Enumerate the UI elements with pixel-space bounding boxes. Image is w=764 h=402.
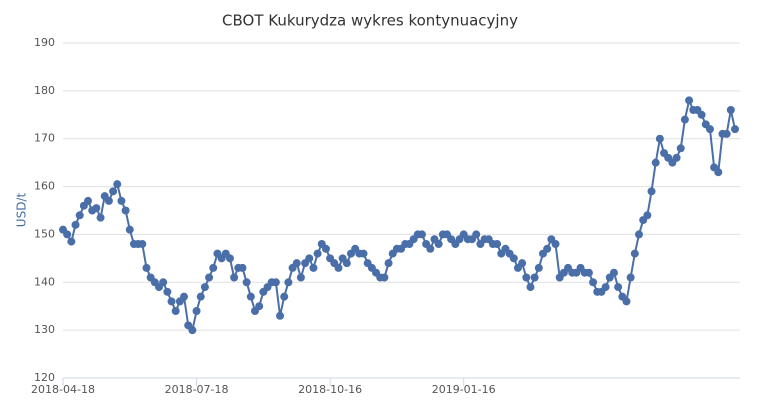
y-tick-label: 140 bbox=[34, 275, 55, 288]
data-point bbox=[731, 125, 739, 134]
data-point bbox=[342, 259, 351, 268]
data-point bbox=[125, 225, 134, 234]
data-point bbox=[714, 168, 723, 177]
data-point bbox=[246, 292, 255, 301]
data-point bbox=[635, 230, 643, 239]
data-point bbox=[230, 273, 239, 282]
data-point bbox=[104, 196, 113, 205]
data-point bbox=[630, 249, 639, 258]
data-point bbox=[493, 240, 502, 248]
y-tick-label: 190 bbox=[34, 36, 55, 49]
data-point bbox=[242, 278, 251, 287]
data-point bbox=[584, 268, 593, 277]
data-point bbox=[601, 283, 610, 292]
data-point bbox=[205, 273, 214, 282]
data-point bbox=[651, 158, 660, 167]
y-tick-label: 170 bbox=[34, 132, 55, 145]
data-point bbox=[417, 230, 426, 239]
data-point bbox=[534, 263, 543, 272]
data-point bbox=[380, 273, 389, 282]
data-point bbox=[509, 254, 518, 263]
data-point bbox=[530, 273, 539, 282]
data-point bbox=[609, 268, 618, 277]
data-point bbox=[167, 297, 176, 306]
data-point bbox=[589, 278, 598, 287]
data-point bbox=[551, 240, 560, 248]
data-point bbox=[655, 134, 664, 143]
data-point bbox=[271, 278, 280, 287]
data-point bbox=[647, 187, 656, 196]
data-point bbox=[697, 110, 706, 119]
data-point bbox=[200, 283, 209, 292]
data-point bbox=[685, 96, 694, 105]
data-point bbox=[313, 249, 322, 258]
data-point bbox=[643, 211, 652, 220]
chart-title: CBOT Kukurydza wykres kontynuacyjny bbox=[222, 12, 518, 30]
data-point bbox=[434, 240, 443, 248]
y-tick-label: 180 bbox=[34, 84, 55, 97]
data-point bbox=[163, 287, 172, 296]
data-point bbox=[472, 230, 481, 239]
x-tick-label: 2018-07-18 bbox=[165, 383, 229, 396]
data-point bbox=[276, 311, 285, 320]
data-point bbox=[522, 273, 531, 282]
y-tick-label: 150 bbox=[34, 227, 55, 240]
data-point bbox=[75, 211, 84, 220]
data-point bbox=[159, 278, 168, 287]
data-point bbox=[526, 283, 535, 292]
data-point bbox=[284, 278, 293, 287]
data-point bbox=[109, 187, 118, 196]
data-point bbox=[309, 263, 318, 272]
x-tick-label: 2018-04-18 bbox=[31, 383, 95, 396]
data-point bbox=[384, 259, 393, 268]
data-point bbox=[113, 180, 122, 189]
data-point bbox=[117, 196, 126, 205]
data-point bbox=[359, 249, 368, 258]
data-point bbox=[255, 302, 264, 311]
data-point bbox=[209, 263, 218, 272]
data-point bbox=[614, 283, 623, 292]
data-point bbox=[63, 230, 72, 239]
data-point bbox=[726, 106, 735, 114]
data-point bbox=[321, 244, 330, 253]
y-tick-label: 160 bbox=[34, 180, 55, 193]
x-tick-label: 2019-01-16 bbox=[432, 383, 496, 396]
data-point bbox=[138, 240, 147, 248]
data-point bbox=[225, 254, 234, 263]
data-point bbox=[305, 254, 314, 263]
data-point bbox=[722, 129, 731, 138]
data-point bbox=[672, 153, 681, 162]
data-point bbox=[238, 263, 247, 272]
x-tick-label: 2018-10-16 bbox=[298, 383, 362, 396]
data-point bbox=[84, 196, 93, 205]
data-point bbox=[92, 204, 101, 213]
data-point bbox=[121, 206, 130, 215]
y-tick-label: 130 bbox=[34, 323, 55, 336]
data-point bbox=[543, 244, 552, 253]
data-point bbox=[67, 237, 76, 246]
data-point bbox=[296, 273, 305, 282]
data-point bbox=[626, 273, 635, 282]
data-point bbox=[71, 220, 80, 229]
data-point bbox=[334, 263, 343, 272]
data-point bbox=[518, 259, 527, 268]
y-axis-label: USD/t bbox=[15, 193, 29, 228]
data-point bbox=[171, 307, 180, 315]
data-point bbox=[280, 292, 289, 301]
data-point bbox=[196, 292, 205, 301]
data-point bbox=[426, 244, 435, 253]
data-point bbox=[180, 292, 189, 301]
data-point bbox=[292, 259, 301, 268]
data-point bbox=[622, 297, 631, 306]
data-point bbox=[188, 326, 197, 335]
data-point bbox=[676, 144, 685, 153]
data-point bbox=[680, 115, 689, 124]
y-tick-label: 120 bbox=[34, 371, 55, 384]
data-line bbox=[62, 97, 736, 333]
data-point bbox=[192, 307, 201, 315]
data-point bbox=[96, 213, 105, 222]
data-point bbox=[705, 125, 714, 134]
data-point bbox=[142, 263, 151, 272]
